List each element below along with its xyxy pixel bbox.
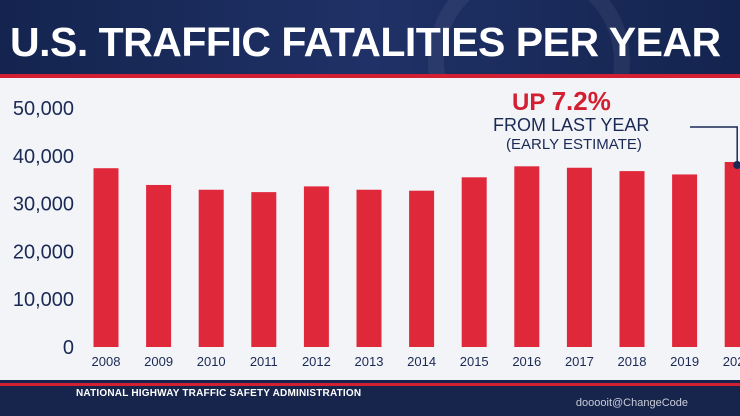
y-tick-label: 40,000 bbox=[13, 146, 74, 168]
y-tick-label: 10,000 bbox=[13, 289, 74, 311]
bar-2019 bbox=[672, 174, 698, 347]
x-axis-labels: 2008 2009 2010 2011 2012 2013 2014 2015 2016 2017… bbox=[92, 354, 740, 369]
callout-leader-line bbox=[690, 126, 738, 166]
x-tick-label: 2018 bbox=[618, 354, 647, 369]
bar-2015 bbox=[461, 177, 487, 347]
x-tick-label: 2019 bbox=[670, 354, 699, 369]
source-band bbox=[0, 380, 740, 416]
x-tick-label: 2016 bbox=[512, 354, 541, 369]
watermark: dooooit@ChangeCode bbox=[575, 397, 688, 409]
y-tick-label: 0 bbox=[63, 337, 74, 359]
y-tick-label: 30,000 bbox=[13, 194, 74, 216]
x-tick-label: 2015 bbox=[460, 354, 489, 369]
bar-2020 bbox=[724, 162, 740, 347]
callout-up-prefix: UP bbox=[512, 89, 552, 116]
y-tick-label: 20,000 bbox=[13, 241, 74, 263]
x-tick-label: 2011 bbox=[250, 354, 278, 369]
x-tick-label: 2017 bbox=[565, 354, 594, 369]
x-tick-label: 2014 bbox=[407, 354, 436, 369]
source-label: NATIONAL HIGHWAY TRAFFIC SAFETY ADMINIST… bbox=[76, 388, 362, 399]
bar-2018 bbox=[619, 171, 645, 347]
page-title: U.S. TRAFFIC FATALITIES PER YEAR bbox=[10, 19, 721, 65]
bar-chart: 0 10,000 20,000 30,000 40,000 50,000 2008 2009… bbox=[13, 98, 740, 369]
x-tick-label: 2012 bbox=[302, 354, 331, 369]
bar-2017 bbox=[566, 167, 592, 347]
x-tick-label: 2013 bbox=[355, 354, 384, 369]
x-tick-label: 2020 bbox=[723, 354, 740, 369]
x-tick-label: 2008 bbox=[92, 354, 121, 369]
bar-2011 bbox=[251, 192, 277, 347]
bar-2013 bbox=[356, 189, 382, 347]
y-axis-labels: 0 10,000 20,000 30,000 40,000 50,000 bbox=[13, 98, 74, 359]
title-band: U.S. TRAFFIC FATALITIES PER YEAR bbox=[0, 0, 740, 74]
callout-percent: 7.2% bbox=[551, 86, 611, 116]
bar-2010 bbox=[198, 189, 224, 347]
bar-2016 bbox=[514, 166, 540, 347]
x-tick-label: 2010 bbox=[197, 354, 226, 369]
callout-note: (EARLY ESTIMATE) bbox=[506, 136, 642, 153]
callout-subtext: FROM LAST YEAR bbox=[493, 115, 650, 135]
callout-leader-dot bbox=[733, 161, 740, 170]
bar-2008 bbox=[93, 168, 119, 347]
title-divider bbox=[0, 74, 740, 78]
bar-2009 bbox=[146, 184, 172, 347]
bars bbox=[93, 162, 740, 347]
x-tick-label: 2009 bbox=[144, 354, 173, 369]
bar-2014 bbox=[409, 190, 435, 347]
y-tick-label: 50,000 bbox=[13, 98, 74, 120]
callout-headline: UP 7.2% bbox=[512, 86, 611, 117]
bar-2012 bbox=[303, 186, 329, 347]
source-divider bbox=[0, 383, 740, 386]
